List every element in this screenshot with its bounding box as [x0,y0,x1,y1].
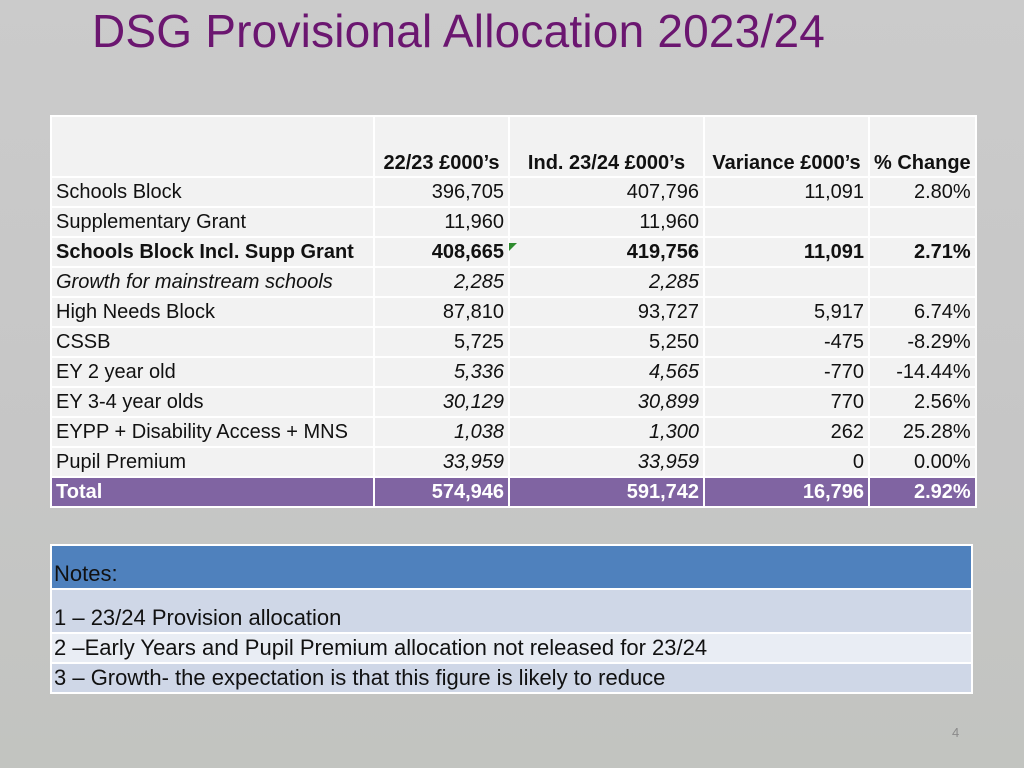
row-label: Schools Block [50,176,375,208]
table-row: EY 3-4 year olds 30,129 30,899 770 2.56% [50,386,977,418]
cell-variance: -770 [703,356,870,388]
cell-variance [703,266,870,298]
note-item: 1 – 23/24 Provision allocation [50,588,973,634]
cell-2324: 407,796 [508,176,705,208]
row-label: High Needs Block [50,296,375,328]
cell-change: 2.71% [868,236,977,268]
table-row: Schools Block Incl. Supp Grant 408,665 4… [50,236,977,268]
cell-2324: 419,756 [508,236,705,268]
cell-2324: 33,959 [508,446,705,478]
table-row: Pupil Premium 33,959 33,959 0 0.00% [50,446,977,478]
cell-variance: -475 [703,326,870,358]
cell-comment-marker [509,243,517,251]
cell-2324: 1,300 [508,416,705,448]
table-row: Growth for mainstream schools 2,285 2,28… [50,266,977,298]
cell-change: -14.44% [868,356,977,388]
cell-change: 2.56% [868,386,977,418]
note-row: 3 – Growth- the expectation is that this… [50,662,973,694]
total-label: Total [50,476,375,508]
row-label: Schools Block Incl. Supp Grant [50,236,375,268]
note-item: 3 – Growth- the expectation is that this… [50,662,973,694]
cell-2324: 4,565 [508,356,705,388]
cell-variance [703,206,870,238]
note-row: 2 –Early Years and Pupil Premium allocat… [50,632,973,664]
cell-2324: 2,285 [508,266,705,298]
cell-change: 6.74% [868,296,977,328]
cell-change [868,266,977,298]
notes-header-row: Notes: [50,544,973,590]
cell-variance: 11,091 [703,236,870,268]
cell-variance: 262 [703,416,870,448]
cell-2223: 30,129 [373,386,510,418]
header-cell-2324: Ind. 23/24 £000’s [508,115,705,178]
notes-heading: Notes: [50,544,973,590]
row-label: Growth for mainstream schools [50,266,375,298]
notes-table: Notes: 1 – 23/24 Provision allocation 2 … [50,544,973,694]
table-header-row: 22/23 £000’s Ind. 23/24 £000’s Variance … [50,115,977,178]
header-cell-variance: Variance £000’s [703,115,870,178]
total-variance: 16,796 [703,476,870,508]
header-cell-change: % Change [868,115,977,178]
cell-2223: 5,725 [373,326,510,358]
cell-2223: 87,810 [373,296,510,328]
cell-2324: 93,727 [508,296,705,328]
cell-variance: 5,917 [703,296,870,328]
cell-variance: 0 [703,446,870,478]
table-row: EYPP + Disability Access + MNS 1,038 1,3… [50,416,977,448]
row-label: Supplementary Grant [50,206,375,238]
allocation-table: 22/23 £000’s Ind. 23/24 £000’s Variance … [50,115,977,508]
header-cell-label [50,115,375,178]
row-label: EYPP + Disability Access + MNS [50,416,375,448]
cell-2223: 408,665 [373,236,510,268]
total-2223: 574,946 [373,476,510,508]
cell-2223: 5,336 [373,356,510,388]
table-total-row: Total 574,946 591,742 16,796 2.92% [50,476,977,508]
cell-2223: 11,960 [373,206,510,238]
cell-2324: 5,250 [508,326,705,358]
cell-2223: 2,285 [373,266,510,298]
cell-change [868,206,977,238]
cell-2223: 396,705 [373,176,510,208]
table-row: Schools Block 396,705 407,796 11,091 2.8… [50,176,977,208]
row-label: CSSB [50,326,375,358]
table-row: CSSB 5,725 5,250 -475 -8.29% [50,326,977,358]
cell-2223: 1,038 [373,416,510,448]
cell-variance: 11,091 [703,176,870,208]
cell-change: 0.00% [868,446,977,478]
note-item: 2 –Early Years and Pupil Premium allocat… [50,632,973,664]
cell-2223: 33,959 [373,446,510,478]
page-title: DSG Provisional Allocation 2023/24 [92,5,826,57]
row-label: EY 3-4 year olds [50,386,375,418]
table-row: EY 2 year old 5,336 4,565 -770 -14.44% [50,356,977,388]
note-row: 1 – 23/24 Provision allocation [50,588,973,634]
cell-2324: 11,960 [508,206,705,238]
total-2324: 591,742 [508,476,705,508]
cell-change: 25.28% [868,416,977,448]
cell-2324: 30,899 [508,386,705,418]
cell-variance: 770 [703,386,870,418]
row-label: EY 2 year old [50,356,375,388]
total-change: 2.92% [868,476,977,508]
header-cell-2223: 22/23 £000’s [373,115,510,178]
table-row: Supplementary Grant 11,960 11,960 [50,206,977,238]
cell-change: -8.29% [868,326,977,358]
page-number: 4 [952,725,960,740]
table-row: High Needs Block 87,810 93,727 5,917 6.7… [50,296,977,328]
row-label: Pupil Premium [50,446,375,478]
cell-change: 2.80% [868,176,977,208]
